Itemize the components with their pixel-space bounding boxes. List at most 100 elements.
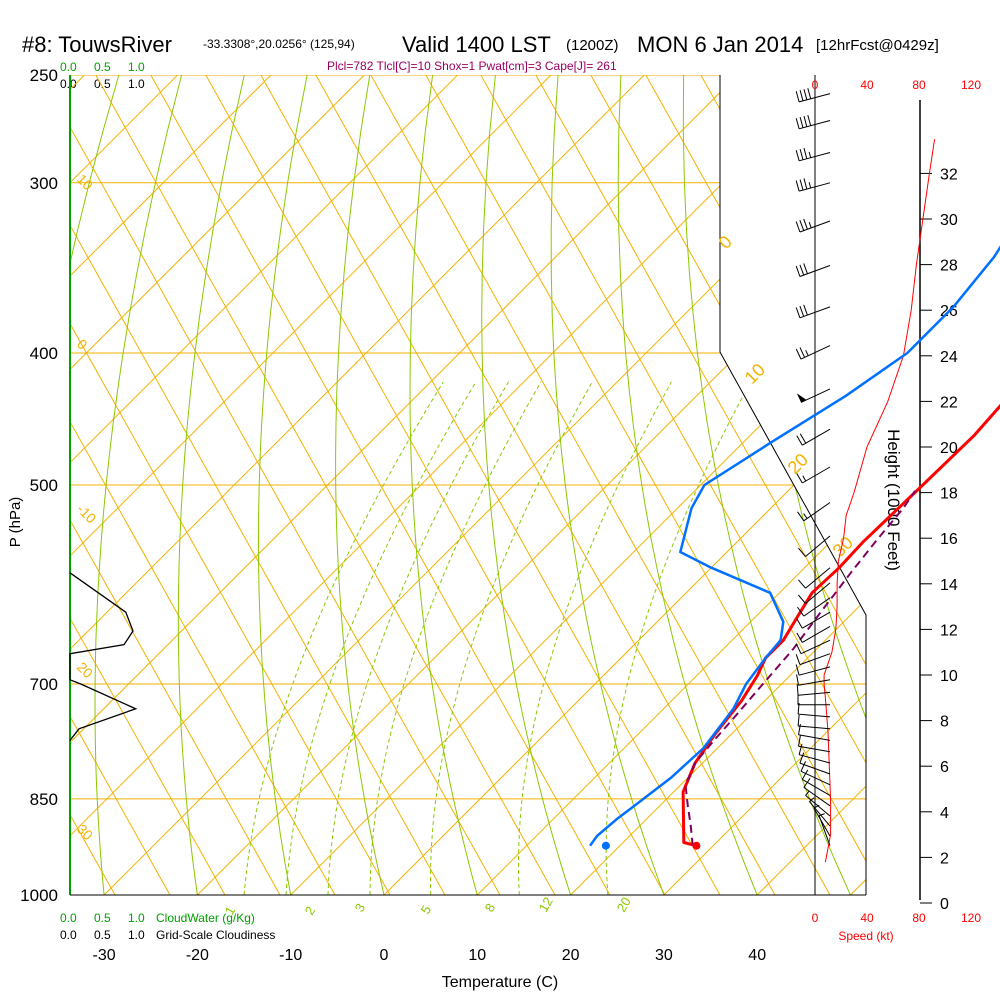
wind-speed-profile — [823, 139, 936, 863]
wind-barb — [796, 466, 831, 484]
wind-barb-half-flag — [808, 222, 812, 229]
wind-barb-staff — [809, 801, 831, 827]
wind-barb-flag — [795, 654, 801, 665]
wind-barb-flag — [799, 305, 805, 317]
wind-barb — [797, 693, 830, 706]
speed-tick-label-bottom: 40 — [860, 911, 874, 925]
cloud-water-tick-top-2: 1.0 — [128, 60, 145, 74]
valid-date: MON 6 Jan 2014 — [637, 32, 803, 57]
wind-barb-flag — [799, 148, 804, 160]
wind-barb-staff — [803, 786, 831, 807]
wind-barb-flag — [795, 180, 800, 192]
speed-tick-label-bottom: 0 — [812, 911, 819, 925]
isotherm-line — [70, 75, 645, 895]
speed-tick-label-top: 40 — [860, 78, 874, 92]
adiabat-guide-line — [239, 75, 866, 895]
mixing-ratio-label: 2 — [302, 904, 319, 918]
wind-barb — [798, 582, 831, 604]
wind-barb — [798, 567, 831, 589]
dry-adiabat-line — [550, 75, 665, 895]
height-tick-label: 10 — [940, 668, 958, 685]
wind-barb-flag — [803, 178, 808, 190]
wind-barb-half-flag — [808, 182, 812, 189]
wind-barb-flag — [796, 473, 803, 484]
isotherm-line — [70, 75, 552, 895]
wind-barb-staff — [800, 639, 831, 655]
wind-barb-staff — [802, 778, 831, 796]
wind-barb-half-flag — [808, 151, 812, 158]
isotherm-line — [850, 75, 866, 895]
wind-barb-flag — [795, 91, 800, 103]
dry-adiabat-line — [257, 75, 308, 895]
station-title: #8: TouwsRiver — [22, 32, 172, 57]
wind-barb-flag — [799, 752, 805, 764]
adiabat-guide-line — [70, 75, 391, 895]
wind-barb — [809, 797, 831, 827]
pressure-tick-label: 250 — [30, 66, 58, 85]
wind-barb-staff — [798, 679, 831, 686]
speed-axis-label: Speed (kt) — [838, 929, 893, 943]
wind-barb — [795, 263, 831, 277]
adiabat-guide-line — [0, 0, 5, 895]
isotherm-label: 10 — [74, 171, 96, 193]
height-tick-label: 32 — [940, 166, 958, 183]
wind-barb-flag — [795, 664, 800, 676]
wind-barb-flag — [795, 265, 801, 277]
height-tick-label: 30 — [940, 212, 958, 229]
temperature-line — [681, 403, 1000, 848]
height-tick-label: 12 — [940, 622, 958, 639]
pressure-tick-label: 1000 — [20, 886, 58, 905]
wind-barb — [796, 625, 831, 643]
dry-adiabat-line — [682, 75, 851, 895]
cloud-cover-label: Grid-Scale Cloudiness — [156, 928, 275, 942]
isotherm-line — [70, 75, 272, 895]
height-tick-label: 8 — [940, 714, 949, 731]
wind-barb — [795, 664, 831, 676]
cloud-water-tick-top-1: 0.5 — [94, 60, 111, 74]
mixing-ratio-label: 8 — [482, 901, 499, 915]
wind-barb-staff — [805, 535, 831, 557]
wind-barb-flag — [797, 511, 805, 522]
pressure-tick-label: 300 — [30, 174, 58, 193]
speed-tick-label-top: 0 — [812, 78, 819, 92]
surface-temp-marker — [692, 841, 701, 850]
mixing-ratio-label: 20 — [614, 894, 634, 914]
adiabat-guide-line — [459, 75, 866, 895]
adiabat-guide-line — [349, 75, 866, 895]
wind-barb — [818, 813, 831, 846]
y-axis-label: P (hPa) — [7, 497, 24, 548]
isotherm-label-right: 0 — [715, 232, 736, 253]
valid-time: Valid 1400 LST — [402, 32, 551, 57]
adiabat-guide-line — [70, 75, 556, 895]
height-tick-label: 2 — [940, 850, 949, 867]
cloud-cover-tick-bottom-0: 0.0 — [60, 928, 77, 942]
wind-barb — [796, 388, 831, 403]
adiabat-guide-line — [0, 0, 60, 895]
height-tick-label: 22 — [940, 394, 958, 411]
wind-barb-flag — [803, 115, 808, 127]
mixing-ratio-line — [518, 381, 672, 895]
pressure-tick-label: 500 — [30, 476, 58, 495]
isotherm-label: 30 — [74, 821, 96, 843]
adiabat-guide-line — [70, 75, 336, 895]
wind-barb-flag — [796, 618, 803, 629]
wind-barb-staff — [799, 762, 831, 775]
wind-barb-flag — [801, 769, 809, 780]
wind-barb-half-flag — [805, 790, 810, 796]
wind-barb-staff — [799, 220, 831, 233]
wind-barb-staff — [798, 725, 831, 730]
wind-barb-flag — [803, 263, 808, 274]
isotherm-label: 0 — [74, 336, 91, 353]
dry-adiabat-line — [617, 75, 758, 895]
wind-barb-flag — [807, 88, 812, 99]
dry-adiabat-line — [481, 75, 572, 895]
speed-tick-label-bottom: 80 — [912, 911, 926, 925]
height-tick-label: 6 — [940, 759, 949, 776]
wind-barb-staff — [803, 597, 831, 617]
wind-barb-flag — [796, 632, 803, 643]
cloud-fraction-profile — [69, 572, 138, 741]
temperature-tick-label: 40 — [748, 947, 766, 964]
height-tick-label: 4 — [940, 805, 949, 822]
wind-barb-half-flag — [803, 513, 808, 519]
